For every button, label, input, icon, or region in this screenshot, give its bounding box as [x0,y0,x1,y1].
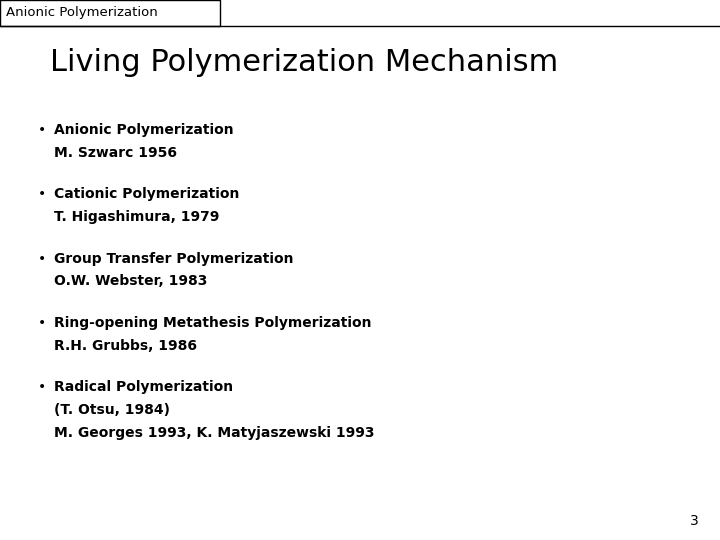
Text: (T. Otsu, 1984): (T. Otsu, 1984) [54,403,170,417]
Text: •: • [37,187,46,201]
Text: O.W. Webster, 1983: O.W. Webster, 1983 [54,274,207,288]
Text: Living Polymerization Mechanism: Living Polymerization Mechanism [50,48,559,77]
Text: Cationic Polymerization: Cationic Polymerization [54,187,239,201]
Text: •: • [37,252,46,266]
Text: Group Transfer Polymerization: Group Transfer Polymerization [54,252,294,266]
Text: Radical Polymerization: Radical Polymerization [54,380,233,394]
Text: M. Szwarc 1956: M. Szwarc 1956 [54,146,177,160]
FancyBboxPatch shape [0,0,220,26]
Text: Anionic Polymerization: Anionic Polymerization [6,6,158,19]
Text: M. Georges 1993, K. Matyjaszewski 1993: M. Georges 1993, K. Matyjaszewski 1993 [54,426,374,440]
Text: 3: 3 [690,514,698,528]
Text: Anionic Polymerization: Anionic Polymerization [54,123,233,137]
Text: •: • [37,123,46,137]
Text: •: • [37,316,46,330]
Text: Ring-opening Metathesis Polymerization: Ring-opening Metathesis Polymerization [54,316,372,330]
Text: T. Higashimura, 1979: T. Higashimura, 1979 [54,210,220,224]
Text: R.H. Grubbs, 1986: R.H. Grubbs, 1986 [54,339,197,353]
Text: •: • [37,380,46,394]
